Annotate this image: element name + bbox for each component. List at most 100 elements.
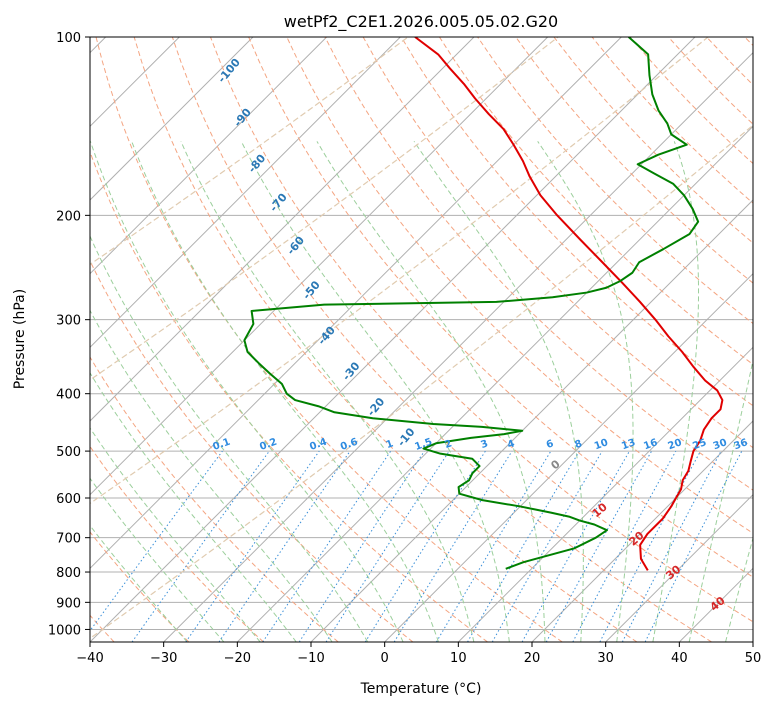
x-tick-label-8: 40 <box>671 651 688 666</box>
isotherm--100 <box>90 37 254 201</box>
moist-adiabat-5 <box>131 141 439 642</box>
x-tick-label-6: 20 <box>524 651 541 666</box>
mixing-ratio-line-17 <box>644 450 743 642</box>
sounding-series <box>243 37 724 571</box>
isotherm--30 <box>163 51 753 642</box>
dry-adiabat-80 <box>324 37 753 491</box>
moist-adiabat--30 <box>90 524 188 642</box>
temperature-profile <box>414 37 724 571</box>
mixing-ratio-line-4 <box>262 450 392 642</box>
isotherm-lines <box>90 37 753 642</box>
mixing-ratio-line-0 <box>90 450 223 632</box>
x-tick-label-0: −40 <box>76 651 103 666</box>
dry-adiabat-110 <box>439 37 753 366</box>
isotherm-10 <box>457 346 753 642</box>
x-axis-ticks: −40 −30 −20 −10 0 10 20 30 40 50 <box>76 642 761 666</box>
mixing-ratio-line-6 <box>325 450 450 642</box>
y-tick-label-9: 1000 <box>48 623 81 638</box>
moist-adiabat--20 <box>90 427 261 642</box>
mixing-ratio-label-16: 30 <box>712 437 729 452</box>
mixing-ratio-line-14 <box>572 450 677 642</box>
dry-adiabat-50 <box>210 37 753 623</box>
dry-adiabat-60 <box>248 37 753 578</box>
plot-frame <box>89 36 754 643</box>
moist-adiabat-25 <box>413 141 584 642</box>
moist-adiabat--10 <box>90 309 333 642</box>
dry-adiabat-40 <box>171 37 712 642</box>
mixing-ratio-line-2 <box>185 450 320 642</box>
y-tick-label-3: 400 <box>56 388 81 403</box>
mixing-ratio-line-8 <box>393 450 513 642</box>
dry-adiabat--20 <box>90 445 264 642</box>
mixing-ratio-label-17: 36 <box>733 437 750 452</box>
x-tick-label-4: 0 <box>381 651 389 666</box>
x-axis-label: Temperature (°C) <box>360 681 482 697</box>
y-tick-label-4: 500 <box>56 445 81 460</box>
dry-adiabat-100 <box>400 37 753 407</box>
x-tick-label-9: 50 <box>745 651 762 666</box>
mixing-ratio-label-8: 4 <box>506 438 516 451</box>
x-tick-label-7: 30 <box>597 651 614 666</box>
y-tick-label-5: 600 <box>56 492 81 507</box>
reference-curve-0 <box>90 124 753 640</box>
y-axis-ticks: 100 200 300 400 500 600 700 800 900 1000 <box>48 31 90 638</box>
dry-adiabat-30 <box>133 37 638 642</box>
moist-adiabat--25 <box>90 477 225 642</box>
isotherm-20 <box>531 420 753 642</box>
mixing-ratio-label-4: 1 <box>385 438 395 451</box>
isotherm-0 <box>384 272 753 642</box>
mixing-ratio-label-12: 13 <box>620 437 637 452</box>
dry-adiabat--10 <box>90 356 339 642</box>
y-tick-label-2: 300 <box>56 314 81 329</box>
mixing-ratio-label-9: 6 <box>545 438 555 451</box>
y-tick-label-7: 800 <box>56 566 81 581</box>
isotherm--90 <box>90 37 328 275</box>
y-tick-label-6: 700 <box>56 532 81 547</box>
moist-adiabat-20 <box>316 141 546 642</box>
mixing-ratio-label-6: 2 <box>443 438 453 451</box>
mixing-ratio-label-13: 16 <box>642 437 659 452</box>
x-tick-label-2: −20 <box>224 651 251 666</box>
dry-adiabat-20 <box>95 37 563 642</box>
moist-adiabat-30 <box>537 141 634 642</box>
chart-title: wetPf2_C2E1.2026.005.05.02.G20 <box>284 12 558 32</box>
reference-curves <box>90 37 753 640</box>
dry-adiabat--30 <box>90 531 190 642</box>
x-tick-label-1: −30 <box>150 651 177 666</box>
isotherm--80 <box>90 37 401 349</box>
mixing-ratio-line-1 <box>131 450 270 642</box>
moist-adiabat-45 <box>725 536 753 642</box>
moist-adiabat--15 <box>90 371 297 642</box>
dry-adiabat-130 <box>515 37 753 284</box>
y-axis-label: Pressure (hPa) <box>12 289 28 389</box>
mixing-ratio-line-13 <box>545 450 653 642</box>
moist-adiabat-10 <box>180 141 475 642</box>
x-tick-label-5: 10 <box>450 651 467 666</box>
moist-adiabat-lines <box>90 141 753 642</box>
isotherm--20 <box>236 125 753 642</box>
isotherm-30 <box>605 493 753 642</box>
mixing-ratio-label-14: 20 <box>667 437 684 452</box>
mixing-ratio-label-11: 10 <box>593 437 610 452</box>
moist-adiabat-35 <box>652 141 700 642</box>
dry-adiabat-lines <box>90 37 753 642</box>
isotherm--50 <box>90 37 622 570</box>
mixing-ratio-line-12 <box>521 450 630 642</box>
moist-adiabat--5 <box>90 234 369 642</box>
x-tick-label-3: −10 <box>297 651 324 666</box>
mixing-ratio-lines <box>90 450 743 642</box>
mixing-ratio-line-3 <box>218 450 351 642</box>
moist-adiabat-40 <box>688 358 753 642</box>
y-tick-label-0: 100 <box>56 31 81 46</box>
isotherm--70 <box>90 37 475 422</box>
mixing-ratio-label-7: 3 <box>479 438 489 451</box>
mixing-ratio-label-10: 8 <box>573 438 583 451</box>
plot-contents: 0.1 0.2 0.4 0.6 1 1.5 2 3 4 6 8 10 13 16 20 25 30 36-100-… <box>90 37 753 642</box>
dry-adiabat-10 <box>90 150 488 642</box>
reference-curve-1 <box>90 37 709 505</box>
dry-adiabat-0 <box>90 259 414 642</box>
mixing-ratio-label-15: 25 <box>691 437 708 452</box>
isotherm--40 <box>90 37 696 642</box>
dewpoint-profile <box>243 37 700 570</box>
